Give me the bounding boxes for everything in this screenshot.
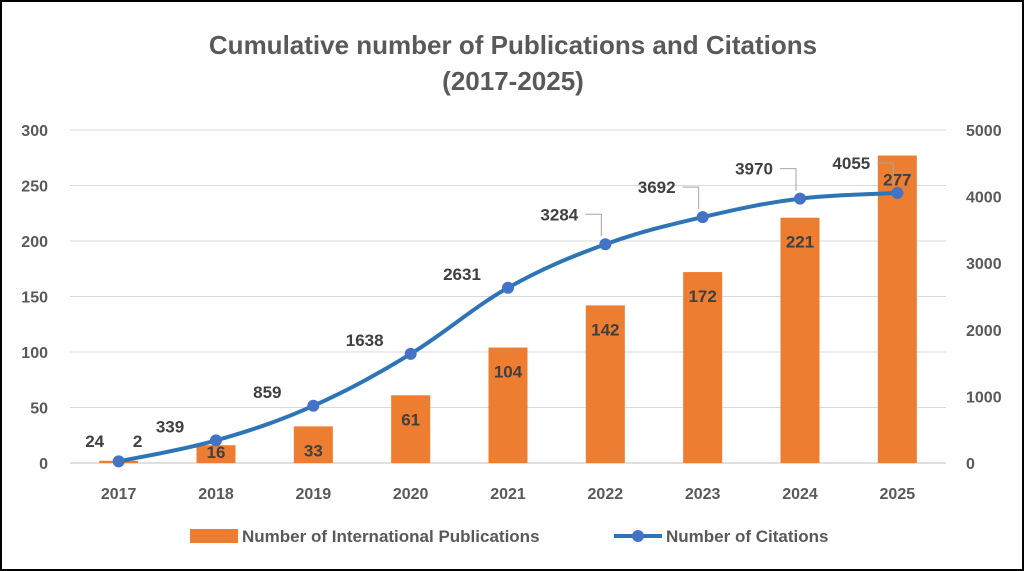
line-point: [794, 192, 806, 205]
bar: [488, 347, 528, 463]
x-tick-label: 2019: [296, 486, 332, 503]
y-right-tick-label: 2000: [966, 323, 1002, 340]
bar: [293, 426, 333, 463]
line-data-label: 339: [156, 417, 184, 436]
y-right-tick-label: 5000: [966, 123, 1002, 140]
bar: [780, 217, 820, 463]
line-data-label: 3284: [540, 205, 578, 224]
line-data-label: 859: [253, 383, 281, 402]
legend-line-marker: [632, 530, 644, 542]
bar: [391, 395, 431, 463]
bar-data-label: 221: [786, 233, 814, 252]
axes: 0501001502002503000100020003000400050002…: [21, 123, 1001, 503]
y-left-tick-label: 250: [21, 179, 48, 196]
bar: [585, 305, 625, 463]
bar-data-label: 61: [401, 410, 420, 429]
y-left-tick-label: 100: [21, 345, 48, 362]
line-data-label: 24: [85, 432, 104, 451]
line-data-label: 3692: [638, 178, 676, 197]
x-tick-label: 2020: [393, 486, 429, 503]
line-point: [696, 211, 709, 224]
x-tick-label: 2021: [490, 486, 526, 503]
legend-bar-label: Number of International Publications: [242, 527, 540, 546]
bar: [877, 155, 917, 463]
legend-bar-swatch: [190, 529, 238, 543]
chart-title-line-1: Cumulative number of Publications and Ci…: [209, 30, 817, 60]
bar-data-label: 104: [494, 363, 523, 382]
line-point: [891, 186, 904, 199]
bar-data-label: 172: [688, 287, 716, 306]
y-right-tick-label: 3000: [966, 256, 1002, 273]
label-leader-line: [585, 213, 602, 237]
line-point: [404, 347, 417, 360]
bar-series: [99, 155, 917, 463]
bar-data-label: 142: [591, 320, 619, 339]
x-tick-label: 2024: [782, 486, 818, 503]
line-data-label: 3970: [735, 160, 773, 179]
y-right-tick-label: 4000: [966, 190, 1002, 207]
bar-data-label: 277: [883, 171, 911, 190]
legend-line-label: Number of Citations: [666, 527, 828, 546]
line-series: [112, 186, 904, 468]
line-point: [307, 399, 320, 412]
legend: Number of International Publications Num…: [190, 527, 828, 546]
bar: [196, 445, 236, 463]
chart-title-line-2: (2017-2025): [442, 66, 584, 96]
y-right-tick-label: 0: [966, 456, 975, 473]
line-point: [502, 281, 514, 294]
line-data-label: 4055: [832, 154, 870, 173]
x-tick-label: 2023: [685, 486, 721, 503]
line-point: [112, 455, 125, 468]
y-left-tick-label: 0: [39, 456, 48, 473]
y-left-tick-label: 300: [21, 123, 48, 140]
bar: [683, 272, 723, 463]
label-leader-line: [780, 168, 797, 191]
line-data-label: 2631: [443, 265, 481, 284]
y-left-tick-label: 150: [21, 290, 48, 307]
data-labels: 2 16 33 61 104 142 172 221 277 24 339 859 1638 2631 32…: [85, 154, 911, 462]
bar-data-label: 33: [304, 441, 323, 460]
label-leader-line: [877, 162, 894, 185]
y-left-tick-label: 200: [21, 234, 48, 251]
y-right-tick-label: 1000: [966, 389, 1002, 406]
bar-data-label: 2: [133, 432, 142, 451]
line-point: [599, 238, 612, 251]
bar-data-label: 16: [207, 443, 226, 462]
x-tick-label: 2025: [880, 486, 916, 503]
line-data-label: 1638: [346, 331, 384, 350]
y-left-tick-label: 50: [30, 401, 48, 418]
x-tick-label: 2018: [198, 486, 234, 503]
label-leader-line: [682, 186, 700, 210]
x-tick-label: 2017: [101, 486, 137, 503]
x-tick-label: 2022: [588, 486, 624, 503]
line-point: [210, 434, 222, 447]
